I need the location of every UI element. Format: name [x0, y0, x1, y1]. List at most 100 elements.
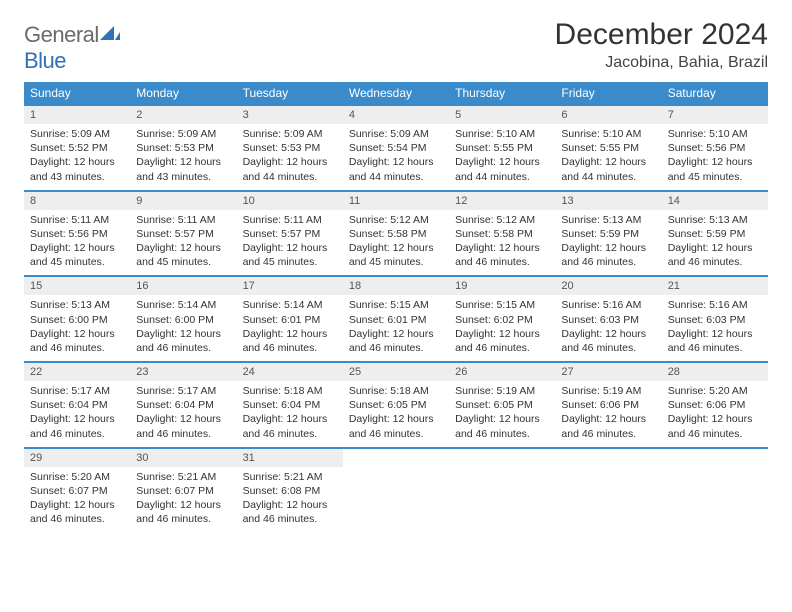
day-number-cell [555, 448, 661, 467]
day-content-cell: Sunrise: 5:18 AMSunset: 6:05 PMDaylight:… [343, 381, 449, 448]
daylight-text-1: Daylight: 12 hours [243, 241, 337, 255]
day-number-cell: 6 [555, 105, 661, 124]
sunset-text: Sunset: 5:57 PM [243, 227, 337, 241]
day-content-cell: Sunrise: 5:13 AMSunset: 6:00 PMDaylight:… [24, 295, 130, 362]
weekday-header: Monday [130, 82, 236, 105]
day-content-cell: Sunrise: 5:14 AMSunset: 6:00 PMDaylight:… [130, 295, 236, 362]
day-content-cell: Sunrise: 5:21 AMSunset: 6:08 PMDaylight:… [237, 467, 343, 533]
daylight-text-2: and 46 minutes. [668, 427, 762, 441]
logo-word-blue: Blue [24, 48, 66, 73]
sunrise-text: Sunrise: 5:09 AM [243, 127, 337, 141]
daylight-text-2: and 45 minutes. [349, 255, 443, 269]
daylight-text-2: and 45 minutes. [243, 255, 337, 269]
daylight-text-2: and 44 minutes. [243, 170, 337, 184]
daylight-text-1: Daylight: 12 hours [30, 155, 124, 169]
day-number-cell: 27 [555, 362, 661, 381]
day-number-row: 15161718192021 [24, 276, 768, 295]
weekday-header: Wednesday [343, 82, 449, 105]
day-number-row: 293031 [24, 448, 768, 467]
daylight-text-1: Daylight: 12 hours [136, 412, 230, 426]
daylight-text-2: and 43 minutes. [136, 170, 230, 184]
sunrise-text: Sunrise: 5:20 AM [30, 470, 124, 484]
day-number-cell: 19 [449, 276, 555, 295]
sunrise-text: Sunrise: 5:09 AM [136, 127, 230, 141]
day-content-row: Sunrise: 5:17 AM Sunset: 6:04 PM Daylight:… [24, 381, 768, 448]
sunset-text: Sunset: 5:55 PM [455, 141, 549, 155]
day-content-cell: Sunrise: 5:21 AMSunset: 6:07 PMDaylight:… [130, 467, 236, 533]
daylight-text-2: and 46 minutes. [136, 341, 230, 355]
day-content-row: Sunrise: 5:09 AMSunset: 5:52 PMDaylight:… [24, 124, 768, 191]
daylight-text-1: Daylight: 12 hours [243, 327, 337, 341]
sunrise-text: Sunrise: 5:13 AM [668, 213, 762, 227]
sunset-text: Sunset: 6:08 PM [243, 484, 337, 498]
sunrise-text: Sunrise: 5:18 AM [243, 384, 337, 398]
daylight-text-2: and 46 minutes. [668, 255, 762, 269]
daylight-text-1: Daylight: 12 hours [243, 155, 337, 169]
sunset-text: Sunset: 6:06 PM [668, 398, 762, 412]
daylight-text-1: Daylight: 12 hours [349, 155, 443, 169]
day-number-cell: 14 [662, 191, 768, 210]
weekday-header: Friday [555, 82, 661, 105]
day-number-cell: 9 [130, 191, 236, 210]
sunrise-text: Sunrise: 5:20 AM [668, 384, 762, 398]
day-content-cell: Sunrise: 5:15 AMSunset: 6:02 PMDaylight:… [449, 295, 555, 362]
day-content-cell: Sunrise: 5:09 AMSunset: 5:54 PMDaylight:… [343, 124, 449, 191]
day-content-cell: Sunrise: 5:12 AMSunset: 5:58 PMDaylight:… [449, 210, 555, 277]
sunset-text: Sunset: 6:07 PM [136, 484, 230, 498]
day-number-cell: 21 [662, 276, 768, 295]
day-content-cell [449, 467, 555, 533]
daylight-text-1: Daylight: 12 hours [668, 412, 762, 426]
sunrise-text: Sunrise: 5:15 AM [455, 298, 549, 312]
sunset-text: Sunset: 6:00 PM [136, 313, 230, 327]
day-number-cell: 5 [449, 105, 555, 124]
day-content-cell: Sunrise: 5:20 AMSunset: 6:06 PMDaylight:… [662, 381, 768, 448]
day-content-cell: Sunrise: 5:16 AMSunset: 6:03 PMDaylight:… [555, 295, 661, 362]
sunrise-text: Sunrise: 5:12 AM [455, 213, 549, 227]
sunrise-text: Sunrise: 5:13 AM [30, 298, 124, 312]
daylight-text-2: and 46 minutes. [30, 512, 124, 526]
daylight-text-1: Daylight: 12 hours [30, 412, 124, 426]
day-number-row: 1234567 [24, 105, 768, 124]
sunset-text: Sunset: 5:52 PM [30, 141, 124, 155]
day-content-cell: Sunrise: 5:15 AMSunset: 6:01 PMDaylight:… [343, 295, 449, 362]
day-number-cell: 22 [24, 362, 130, 381]
sunset-text: Sunset: 5:58 PM [455, 227, 549, 241]
calendar-table: Sunday Monday Tuesday Wednesday Thursday… [24, 82, 768, 533]
daylight-text-2: and 44 minutes. [561, 170, 655, 184]
sunrise-text: Sunrise: 5:17 AM [136, 384, 230, 398]
sunset-text: Sunset: 5:53 PM [136, 141, 230, 155]
day-content-cell: Sunrise: 5:16 AMSunset: 6:03 PMDaylight:… [662, 295, 768, 362]
daylight-text-2: and 45 minutes. [136, 255, 230, 269]
day-number-cell [449, 448, 555, 467]
daylight-text-2: and 45 minutes. [668, 170, 762, 184]
daylight-text-1: Daylight: 12 hours [668, 241, 762, 255]
sunset-text: Sunset: 6:01 PM [349, 313, 443, 327]
daylight-text-1: Daylight: 12 hours [561, 241, 655, 255]
sunrise-text: Sunrise: 5:09 AM [349, 127, 443, 141]
day-number-cell: 28 [662, 362, 768, 381]
daylight-text-2: and 46 minutes. [30, 427, 124, 441]
day-number-cell: 2 [130, 105, 236, 124]
sunset-text: Sunset: 6:04 PM [243, 398, 337, 412]
day-content-cell: Sunrise: 5:11 AMSunset: 5:57 PMDaylight:… [130, 210, 236, 277]
daylight-text-1: Daylight: 12 hours [349, 412, 443, 426]
sunrise-text: Sunrise: 5:10 AM [561, 127, 655, 141]
sunrise-text: Sunrise: 5:11 AM [243, 213, 337, 227]
daylight-text-1: Daylight: 12 hours [30, 241, 124, 255]
daylight-text-2: and 46 minutes. [455, 341, 549, 355]
daylight-text-1: Daylight: 12 hours [136, 498, 230, 512]
month-title: December 2024 [555, 18, 768, 52]
title-block: December 2024 Jacobina, Bahia, Brazil [555, 18, 768, 72]
sunrise-text: Sunrise: 5:16 AM [561, 298, 655, 312]
sunset-text: Sunset: 5:53 PM [243, 141, 337, 155]
sunset-text: Sunset: 5:59 PM [668, 227, 762, 241]
day-number-cell: 4 [343, 105, 449, 124]
sunrise-text: Sunrise: 5:19 AM [561, 384, 655, 398]
daylight-text-2: and 46 minutes. [561, 341, 655, 355]
weekday-header: Saturday [662, 82, 768, 105]
sunrise-text: Sunrise: 5:10 AM [668, 127, 762, 141]
day-content-cell: Sunrise: 5:17 AMSunset: 6:04 PMDaylight:… [24, 381, 130, 448]
day-number-cell: 30 [130, 448, 236, 467]
sunrise-text: Sunrise: 5:19 AM [455, 384, 549, 398]
daylight-text-1: Daylight: 12 hours [455, 412, 549, 426]
